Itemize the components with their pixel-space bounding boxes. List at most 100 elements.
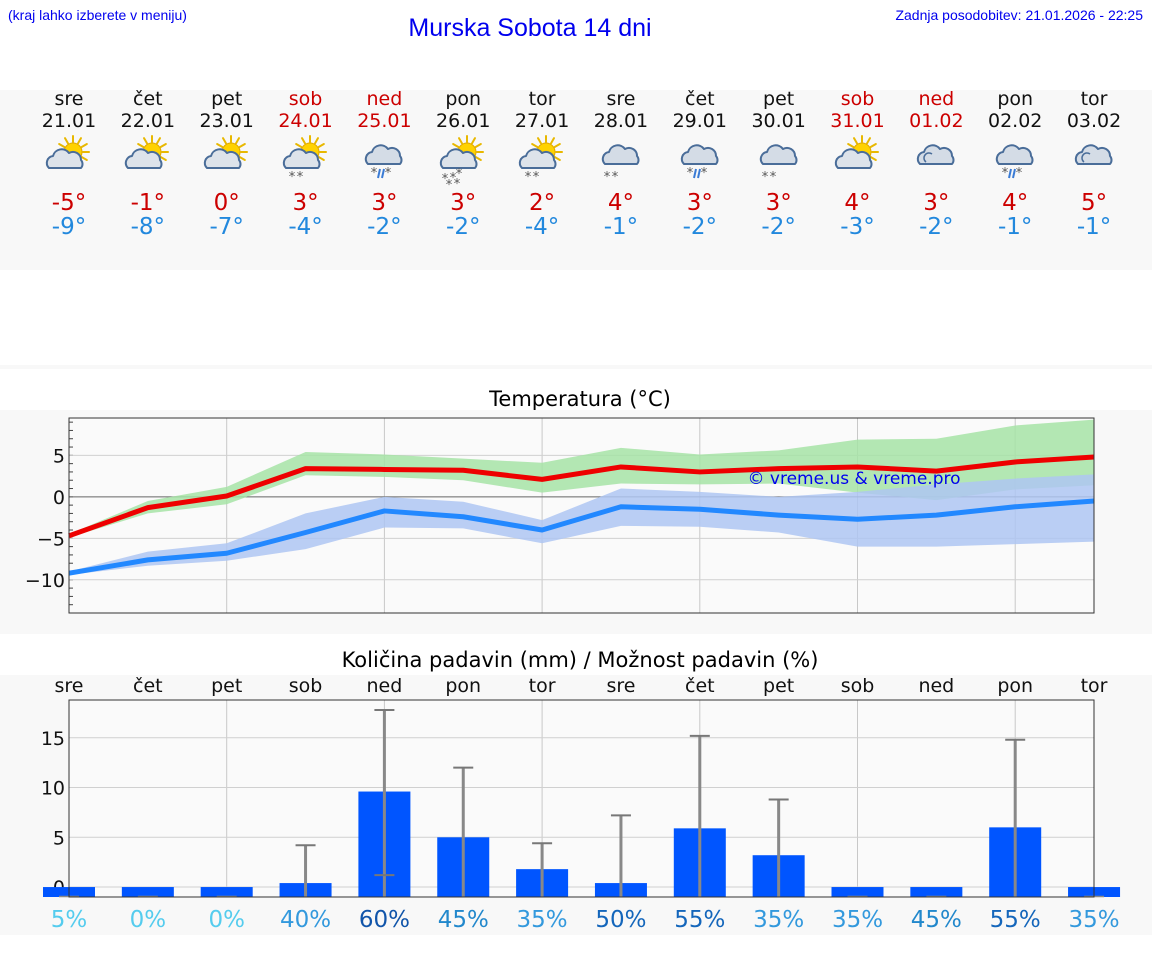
day-date: 01.02: [909, 110, 964, 132]
day-column: pon 02.02 * * 4° -1°: [975, 88, 1055, 240]
temp-min: -1°: [603, 214, 639, 240]
precip-bar: [831, 887, 884, 897]
precip-error-bar: [1005, 738, 1026, 897]
temp-min: -4°: [288, 214, 323, 240]
precip-probability: 45%: [911, 907, 962, 933]
precip-bar: [910, 887, 963, 897]
temp-max: 4°: [844, 190, 871, 216]
precip-probability: 55%: [674, 907, 725, 933]
temp-min: -3°: [840, 214, 875, 240]
precip-error-bar: [453, 766, 474, 897]
day-date: 25.01: [357, 110, 412, 132]
precipitation-title: Količina padavin (mm) / Možnost padavin …: [341, 648, 819, 672]
precip-day-label: sob: [841, 675, 875, 697]
day-date: 27.01: [514, 110, 570, 132]
max-point: [226, 495, 228, 497]
precip-probability: 35%: [832, 907, 883, 933]
precip-error-bar: [689, 734, 710, 897]
temp-min: -9°: [51, 214, 87, 240]
precip-day-label: sre: [55, 675, 84, 697]
temp-max: 2°: [529, 190, 556, 216]
day-name: čet: [685, 88, 715, 110]
day-name: sre: [606, 88, 636, 110]
watermark: © vreme.us & vreme.pro: [747, 469, 960, 489]
day-name: tor: [1080, 88, 1108, 110]
day-column: tor 03.02 5° -1°: [1054, 88, 1134, 240]
precip-probability: 0%: [208, 907, 245, 933]
day-column: čet 22.01 -1° -8°: [108, 88, 188, 240]
day-date: 03.02: [1066, 110, 1122, 132]
cloud-icon: [917, 144, 955, 165]
day-date: 02.02: [987, 110, 1043, 132]
temp-min: -1°: [1076, 214, 1112, 240]
temp-max: 0°: [213, 190, 240, 216]
precip-bar: [121, 887, 174, 897]
svg-text:*: *: [442, 172, 449, 187]
temp-max: 4°: [607, 190, 634, 216]
precip-day-label: pon: [997, 675, 1033, 697]
max-point: [1014, 461, 1016, 463]
svg-text:*: *: [288, 170, 295, 185]
min-point: [305, 532, 307, 534]
y-tick-label: 5: [53, 445, 65, 467]
svg-text:*: *: [612, 170, 619, 185]
y-tick-label: 5: [53, 827, 65, 849]
day-name: sre: [54, 88, 84, 110]
svg-text:*: *: [371, 166, 378, 181]
precip-error-bar: [610, 814, 631, 897]
max-band: [69, 419, 1095, 538]
day-column: ned 25.01 * * 3° -2°: [344, 88, 424, 240]
temp-min: -2°: [682, 214, 718, 240]
temp-max: -1°: [130, 190, 166, 216]
min-point: [699, 508, 701, 510]
temp-min: -2°: [367, 214, 402, 240]
day-name: ned: [366, 88, 403, 110]
svg-text:*: *: [296, 170, 303, 185]
temp-max: 3°: [923, 190, 950, 216]
cloud-snow-icon: * *: [759, 144, 798, 185]
day-name: tor: [528, 88, 556, 110]
svg-text:*: *: [701, 166, 708, 181]
max-point: [935, 470, 937, 472]
day-date: 31.01: [830, 110, 885, 132]
day-column: sob 24.01 * * 3° -4°: [266, 88, 346, 240]
temp-min: -2°: [919, 214, 954, 240]
sun-cloud-snow-icon: * *: [518, 135, 564, 185]
day-name: pon: [445, 88, 482, 110]
max-point: [857, 466, 858, 468]
precip-probability: 35%: [753, 907, 804, 933]
max-point: [620, 466, 622, 468]
temp-max: 3°: [765, 190, 792, 216]
precip-probability: 5%: [51, 907, 88, 933]
day-column: sob 31.01 4° -3°: [818, 88, 898, 240]
temp-max: 3°: [450, 190, 477, 216]
cloud-snow-icon: * *: [601, 144, 640, 185]
sun-cloud-icon: [45, 135, 90, 169]
svg-text:*: *: [450, 171, 457, 186]
min-point: [462, 516, 464, 518]
svg-text:*: *: [604, 170, 611, 185]
precip-day-label: čet: [685, 675, 715, 697]
precip-error-bar: [374, 708, 395, 897]
day-name: pon: [997, 88, 1034, 110]
day-date: 30.01: [751, 110, 806, 132]
precip-day-label: pon: [445, 675, 481, 697]
day-column: čet 29.01 * * 3° -2°: [660, 88, 740, 240]
min-point: [147, 559, 149, 561]
svg-text:*: *: [456, 167, 463, 182]
day-name: pet: [763, 88, 795, 110]
temp-min: -4°: [524, 214, 560, 240]
precip-day-label: pet: [763, 675, 794, 697]
precip-probability: 35%: [517, 907, 568, 933]
temp-max: 4°: [1002, 190, 1029, 216]
day-column: sre 21.01 -5° -9°: [29, 88, 109, 240]
temp-min: -8°: [130, 214, 166, 240]
min-point: [620, 506, 622, 508]
precip-probability: 50%: [595, 907, 646, 933]
page-title: Murska Sobota 14 dni: [408, 14, 652, 42]
day-name: ned: [918, 88, 955, 110]
precip-day-label: čet: [133, 675, 163, 697]
max-point: [541, 478, 543, 480]
location-hint[interactable]: (kraj lahko izberete v meniju): [8, 7, 187, 23]
min-point: [1014, 506, 1016, 508]
